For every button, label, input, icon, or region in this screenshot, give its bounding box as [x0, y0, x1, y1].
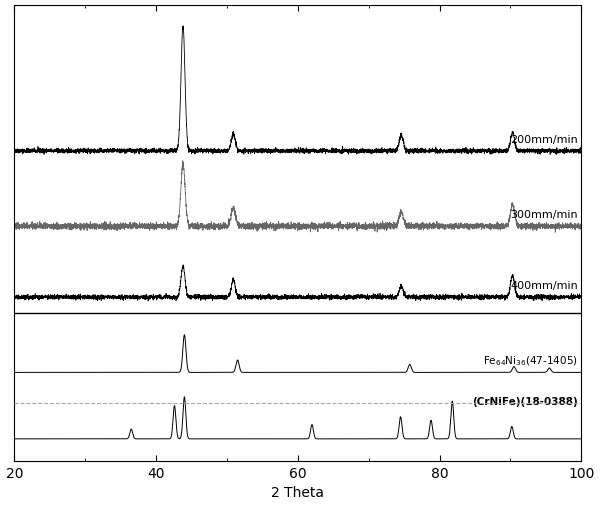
Text: Fe$_{64}$Ni$_{36}$(47-1405): Fe$_{64}$Ni$_{36}$(47-1405)	[483, 354, 578, 367]
Text: (CrNiFe)(18-0388): (CrNiFe)(18-0388)	[472, 396, 578, 406]
Text: 300mm/min: 300mm/min	[510, 210, 578, 220]
Text: 200mm/min: 200mm/min	[510, 135, 578, 145]
Text: 400mm/min: 400mm/min	[510, 281, 578, 291]
X-axis label: 2 Theta: 2 Theta	[271, 485, 324, 499]
